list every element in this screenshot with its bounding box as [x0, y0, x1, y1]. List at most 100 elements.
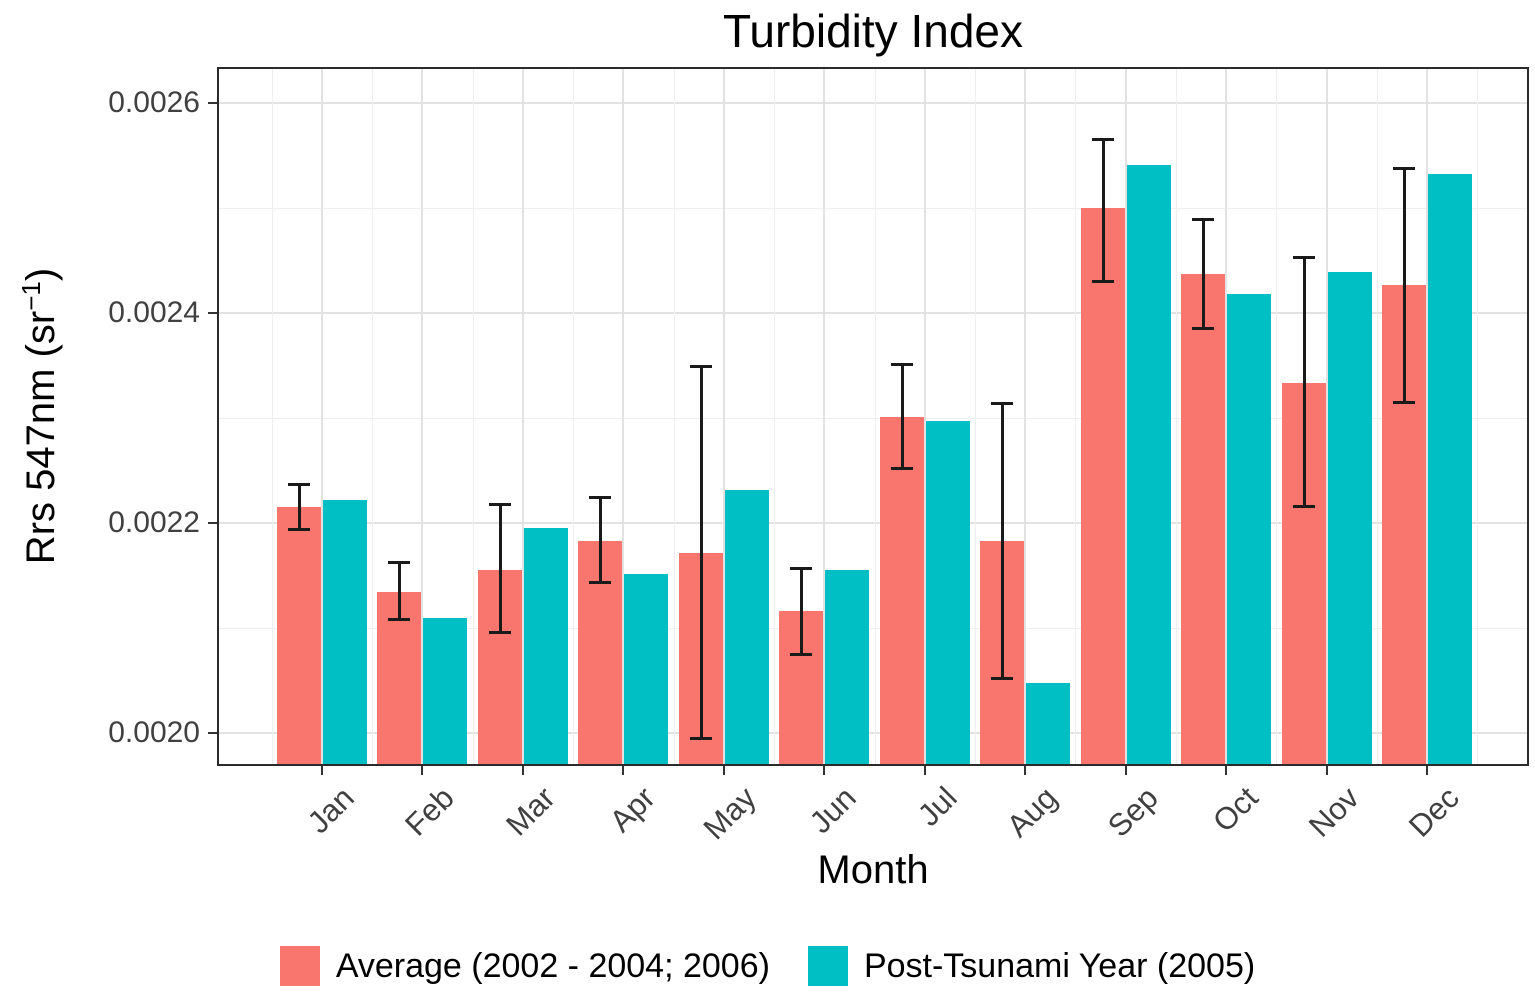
bar-post-tsunami-jun [825, 570, 870, 764]
gridline-vertical-major [722, 69, 725, 764]
errorbar-cap-top-nov [1292, 256, 1315, 260]
legend: Average (2002 - 2004; 2006) Post-Tsunami … [0, 938, 1535, 994]
x-axis-tick-label-nov: Nov [1301, 780, 1366, 844]
legend-swatch-average [279, 946, 320, 986]
errorbar-cap-top-may [689, 364, 712, 368]
gridline-vertical-minor [1075, 69, 1077, 764]
bar-post-tsunami-mar [523, 528, 568, 764]
errorbar-cap-top-jan [288, 483, 310, 487]
x-axis-tick-label-may: May [696, 780, 763, 847]
gridline-vertical-minor [1477, 69, 1479, 764]
errorbar-cap-bottom-dec [1392, 401, 1415, 405]
errorbar-cap-bottom-sep [1091, 279, 1114, 283]
errorbar-line-apr [599, 496, 603, 583]
gridline-horizontal-major [219, 732, 1527, 734]
bar-post-tsunami-jan [323, 499, 367, 764]
x-axis-tick-label-jul: Jul [910, 780, 964, 833]
gridline-vertical-minor [1175, 69, 1177, 764]
errorbar-line-jun [800, 568, 804, 656]
x-axis-tick [421, 766, 424, 775]
x-axis-tick-label-mar: Mar [499, 780, 562, 843]
y-axis-tick-label: 0.0024 [108, 296, 200, 329]
gridline-vertical-major [923, 69, 926, 764]
gridline-vertical-major [421, 69, 424, 764]
errorbar-cap-top-oct [1192, 217, 1215, 221]
errorbar-cap-bottom-apr [589, 580, 612, 584]
bar-post-tsunami-apr [624, 574, 669, 764]
bar-post-tsunami-jul [925, 421, 970, 764]
plot-panel [217, 67, 1529, 766]
x-axis-tick [923, 766, 926, 775]
bar-average-oct [1181, 274, 1226, 764]
x-axis-tick-label-aug: Aug [1000, 780, 1064, 844]
bar-post-tsunami-may [724, 490, 769, 764]
errorbar-cap-top-feb [388, 560, 411, 564]
gridline-vertical-minor [1376, 69, 1378, 764]
legend-swatch-post_tsunami [807, 946, 848, 986]
y-axis-tick [208, 312, 217, 314]
gridline-vertical-major [823, 69, 826, 764]
bar-average-jul [879, 416, 924, 764]
y-axis-tick-label: 0.0022 [108, 506, 200, 539]
legend-label-average: Average (2002 - 2004; 2006) [335, 946, 770, 985]
gridline-horizontal-minor [219, 628, 1527, 629]
x-axis-tick [521, 766, 524, 775]
x-axis-tick [1124, 766, 1127, 775]
gridline-vertical-major [1325, 69, 1328, 764]
y-axis-tick [208, 522, 217, 524]
bar-post-tsunami-aug [1026, 682, 1071, 764]
y-axis-tick [208, 732, 217, 734]
errorbar-cap-bottom-may [689, 737, 712, 741]
x-axis-tick-label-apr: Apr [603, 780, 663, 839]
errorbar-cap-top-mar [488, 503, 511, 507]
errorbar-line-jul [900, 364, 904, 470]
x-axis-tick [823, 766, 826, 775]
x-axis-tick [1024, 766, 1027, 775]
errorbar-cap-top-dec [1392, 167, 1415, 171]
gridline-vertical-minor [573, 69, 575, 764]
errorbar-line-jan [298, 484, 301, 531]
gridline-vertical-major [1124, 69, 1127, 764]
bar-post-tsunami-oct [1227, 294, 1272, 764]
gridline-horizontal-major [219, 312, 1527, 314]
bar-average-feb [377, 592, 422, 764]
gridline-vertical-minor [974, 69, 976, 764]
bar-average-jan [277, 507, 321, 764]
y-axis-tick [208, 102, 217, 104]
x-axis-title: Month [817, 848, 929, 892]
bar-post-tsunami-feb [423, 617, 468, 764]
legend-entry-post_tsunami: Post-Tsunami Year (2005) [807, 946, 1256, 986]
gridline-horizontal-minor [219, 208, 1527, 209]
legend-label-post_tsunami: Post-Tsunami Year (2005) [863, 946, 1256, 985]
bar-average-sep [1080, 208, 1125, 764]
errorbar-cap-top-apr [589, 495, 612, 499]
errorbar-cap-bottom-mar [488, 631, 511, 635]
x-axis-tick [1225, 766, 1228, 775]
y-axis-title-close: ) [19, 267, 64, 282]
errorbar-cap-bottom-aug [991, 677, 1014, 681]
gridline-vertical-minor [372, 69, 374, 764]
gridline-horizontal-major [219, 102, 1527, 104]
gridline-vertical-minor [874, 69, 876, 764]
errorbar-cap-top-aug [991, 402, 1014, 406]
errorbar-cap-bottom-feb [388, 617, 411, 621]
gridline-vertical-major [1425, 69, 1428, 764]
errorbar-line-oct [1202, 218, 1206, 329]
y-axis-tick-label: 0.0020 [108, 716, 200, 749]
errorbar-cap-bottom-jan [288, 528, 310, 532]
errorbar-cap-top-jun [790, 567, 813, 571]
x-axis-tick-label-jun: Jun [802, 780, 864, 841]
errorbar-line-may [699, 365, 703, 740]
gridline-vertical-major [1225, 69, 1228, 764]
errorbar-cap-top-sep [1091, 137, 1114, 141]
x-axis-tick [1425, 766, 1428, 775]
errorbar-cap-bottom-jul [890, 467, 913, 471]
legend-entry-average: Average (2002 - 2004; 2006) [279, 946, 770, 986]
gridline-vertical-minor [1276, 69, 1278, 764]
x-axis-tick [321, 766, 323, 775]
gridline-vertical-major [622, 69, 625, 764]
errorbar-line-aug [1001, 403, 1005, 680]
x-axis-tick-label-jan: Jan [300, 780, 361, 841]
y-axis-tick-label: 0.0026 [108, 86, 200, 119]
x-axis-tick-label-feb: Feb [398, 780, 462, 843]
